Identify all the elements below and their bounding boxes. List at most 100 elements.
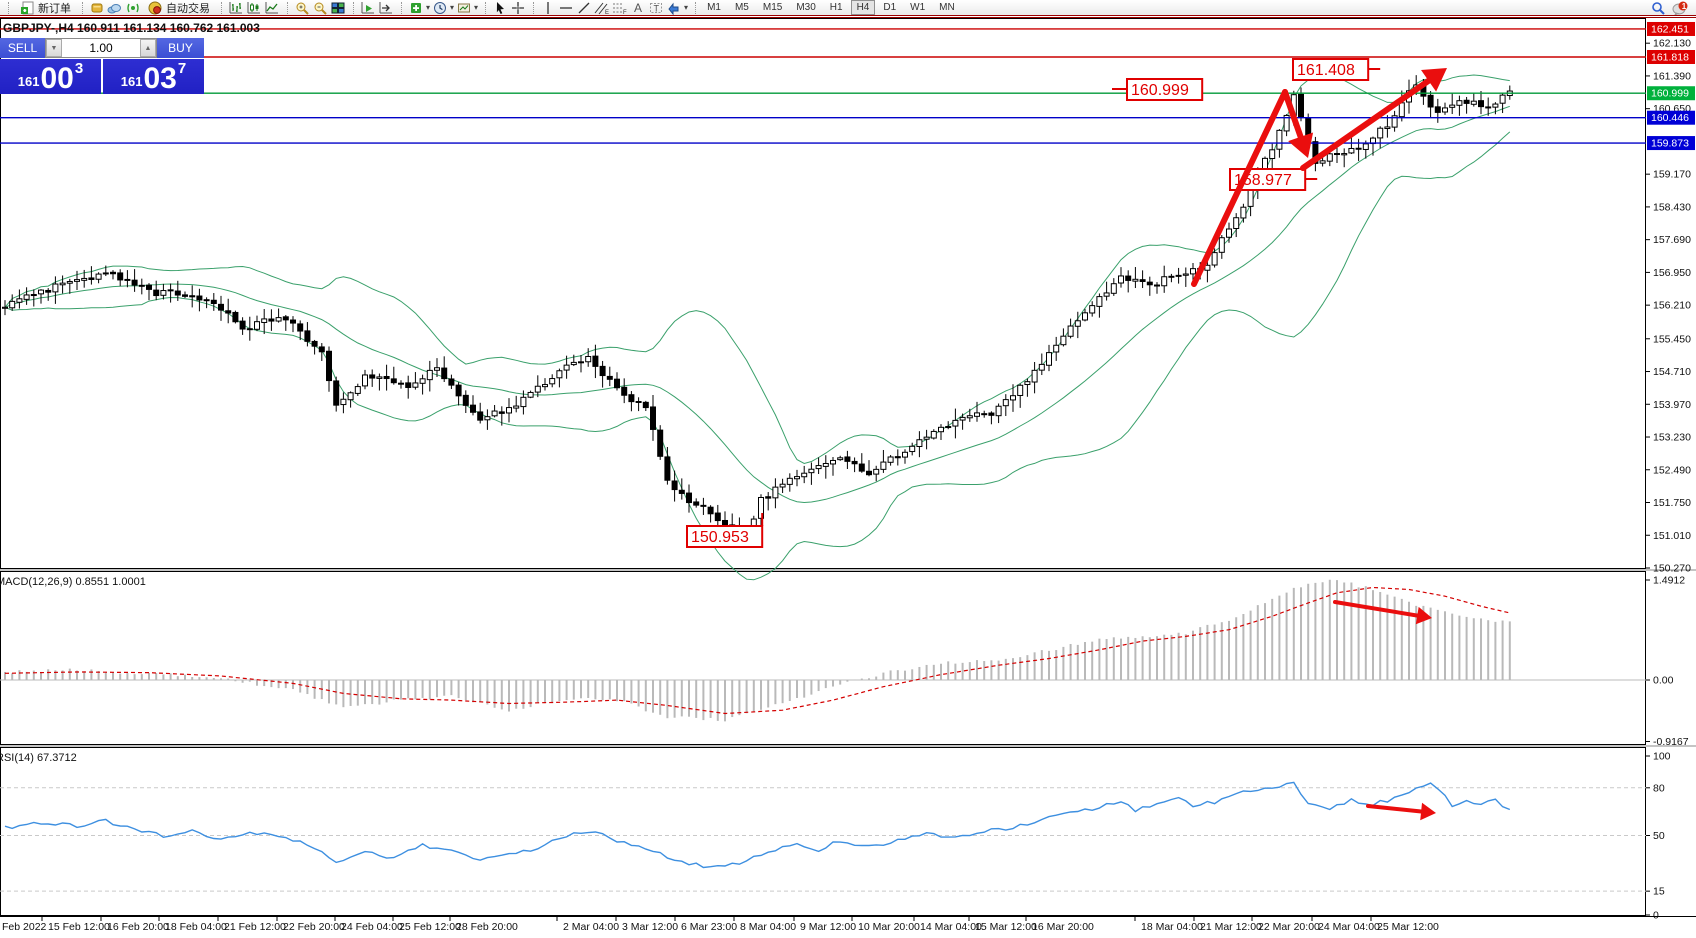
add-indicator-icon[interactable] <box>407 0 424 15</box>
volume-increase-button[interactable]: ▲ <box>140 39 156 57</box>
buy-price-panel[interactable]: 161 03 7 <box>103 59 204 94</box>
price-axis: 162.130161.390160.650159.170158.430157.6… <box>1646 21 1695 922</box>
svg-text:162.451: 162.451 <box>1651 23 1689 35</box>
line-chart-icon[interactable] <box>263 0 280 15</box>
svg-text:154.710: 154.710 <box>1653 366 1691 378</box>
time-axis-label: 10 Mar 20:00 <box>858 921 920 933</box>
notification-icon[interactable]: 1 <box>1672 0 1690 15</box>
volume-value: 1.00 <box>89 41 113 55</box>
sell-button[interactable]: SELL <box>0 38 45 58</box>
time-axis-label: 9 Mar 12:00 <box>800 921 856 933</box>
svg-text:MACD(12,26,9) 0.8551 1.0001: MACD(12,26,9) 0.8551 1.0001 <box>0 576 146 588</box>
sell-price-big: 00 <box>40 62 74 95</box>
fibonacci-icon[interactable]: F <box>611 0 628 15</box>
buy-price-small: 161 <box>120 74 143 89</box>
time-axis-label: 24 Feb 04:00 <box>341 921 403 933</box>
period-clock-icon[interactable] <box>431 0 448 15</box>
timeframe-M1[interactable]: M1 <box>707 2 721 13</box>
svg-text:RSI(14) 67.3712: RSI(14) 67.3712 <box>0 752 77 764</box>
tile-windows-icon[interactable] <box>329 0 346 15</box>
svg-text:162.130: 162.130 <box>1653 38 1691 50</box>
timeframe-H1[interactable]: H1 <box>829 2 843 13</box>
time-axis-label: 18 Feb 04:00 <box>165 921 227 933</box>
svg-text:159.873: 159.873 <box>1651 138 1689 150</box>
svg-text:157.690: 157.690 <box>1653 234 1691 246</box>
annotation-arrows <box>1191 68 1447 821</box>
svg-text:80: 80 <box>1653 782 1665 794</box>
zoom-out-icon[interactable] <box>311 0 328 15</box>
time-axis-label: 21 Feb 12:00 <box>224 921 286 933</box>
shapes-caret[interactable]: ▾ <box>684 3 689 12</box>
bar-chart-icon[interactable] <box>227 0 244 15</box>
auto-trading-icon <box>146 0 163 15</box>
timeframe-bar: M1 M5 M15 M30 H1 H4 D1 W1 MN <box>701 0 961 15</box>
timeframe-M15[interactable]: M15 <box>762 2 783 13</box>
shapes-icon[interactable] <box>665 0 682 15</box>
svg-text:A: A <box>634 1 642 15</box>
svg-text:153.230: 153.230 <box>1653 432 1691 444</box>
timeframe-M30[interactable]: M30 <box>796 2 816 13</box>
time-axis-label: 6 Mar 23:00 <box>681 921 737 933</box>
chart-shift-icon[interactable] <box>377 0 394 15</box>
template-caret[interactable]: ▾ <box>474 3 479 12</box>
toolbar-grip <box>4 1 9 14</box>
toolbar-grip <box>691 1 697 14</box>
time-axis-label: 14 Mar 04:00 <box>920 921 982 933</box>
volume-stepper: ▼ 1.00 ▲ <box>45 38 157 58</box>
sell-price-panel[interactable]: 161 00 3 <box>0 59 101 94</box>
timeframe-M5[interactable]: M5 <box>734 2 749 13</box>
new-order-label: 新订单 <box>38 2 71 15</box>
time-axis-label: 25 Mar 12:00 <box>1377 921 1439 933</box>
time-axis-label: 3 Mar 12:00 <box>622 921 678 933</box>
zoom-in-icon[interactable] <box>293 0 310 15</box>
horizontal-line-icon[interactable] <box>557 0 574 15</box>
label-icon[interactable]: T <box>647 0 664 15</box>
time-axis-label: 16 Feb 20:00 <box>107 921 169 933</box>
timeframe-D1[interactable]: D1 <box>883 2 897 13</box>
profile-icon[interactable] <box>88 0 105 15</box>
svg-text:15: 15 <box>1653 886 1665 898</box>
macd-pane <box>0 579 1646 722</box>
period-clock-caret[interactable]: ▾ <box>450 3 455 12</box>
vertical-line-icon[interactable] <box>539 0 556 15</box>
new-order-button[interactable]: 新订单 <box>14 0 75 15</box>
auto-trading-label: 自动交易 <box>166 2 210 15</box>
template-icon[interactable] <box>455 0 472 15</box>
channel-icon[interactable]: E <box>593 0 610 15</box>
volume-decrease-button[interactable]: ▼ <box>46 39 62 57</box>
auto-trading-button[interactable]: 自动交易 <box>142 0 214 15</box>
pane-labels: MACD(12,26,9) 0.8551 1.0001 RSI(14) 67.37… <box>0 576 146 764</box>
crosshair-icon[interactable] <box>509 0 526 15</box>
svg-text:160.999: 160.999 <box>1131 82 1189 99</box>
add-indicator-caret[interactable]: ▾ <box>426 3 431 12</box>
trendline-icon[interactable] <box>575 0 592 15</box>
timeframe-W1[interactable]: W1 <box>910 2 926 13</box>
time-axis-label: 22 Mar 20:00 <box>1258 921 1320 933</box>
one-click-trading-panel: GBPJPY-,H4 160.911 161.134 160.762 161.0… <box>0 19 320 94</box>
signal-icon[interactable] <box>124 0 141 15</box>
timeframe-MN[interactable]: MN <box>939 2 955 13</box>
svg-text:156.210: 156.210 <box>1653 300 1691 312</box>
toolbar: 新订单 自动交易 <box>0 0 1696 16</box>
svg-text:E: E <box>605 10 609 15</box>
time-axis-label: 18 Mar 04:00 <box>1141 921 1203 933</box>
svg-text:161.818: 161.818 <box>1651 51 1689 63</box>
auto-scroll-icon[interactable] <box>359 0 376 15</box>
svg-text:150.270: 150.270 <box>1653 563 1691 575</box>
text-icon[interactable]: A <box>629 0 646 15</box>
search-icon[interactable] <box>1649 0 1666 15</box>
svg-text:158.430: 158.430 <box>1653 201 1691 213</box>
time-axis-label: 28 Feb 20:00 <box>456 921 518 933</box>
chart-title: GBPJPY-,H4 160.911 161.134 160.762 161.0… <box>3 21 260 35</box>
cursor-icon[interactable] <box>491 0 508 15</box>
buy-button[interactable]: BUY <box>157 38 204 58</box>
candlestick-series <box>2 75 1513 543</box>
cloud-icon[interactable] <box>106 0 123 15</box>
timeframe-H4[interactable]: H4 <box>850 0 876 15</box>
svg-text:-0.9167: -0.9167 <box>1653 736 1689 748</box>
candle-chart-icon[interactable] <box>245 0 262 15</box>
svg-text:161.390: 161.390 <box>1653 70 1691 82</box>
pane-frames <box>0 17 1696 916</box>
svg-text:161.408: 161.408 <box>1297 62 1355 79</box>
